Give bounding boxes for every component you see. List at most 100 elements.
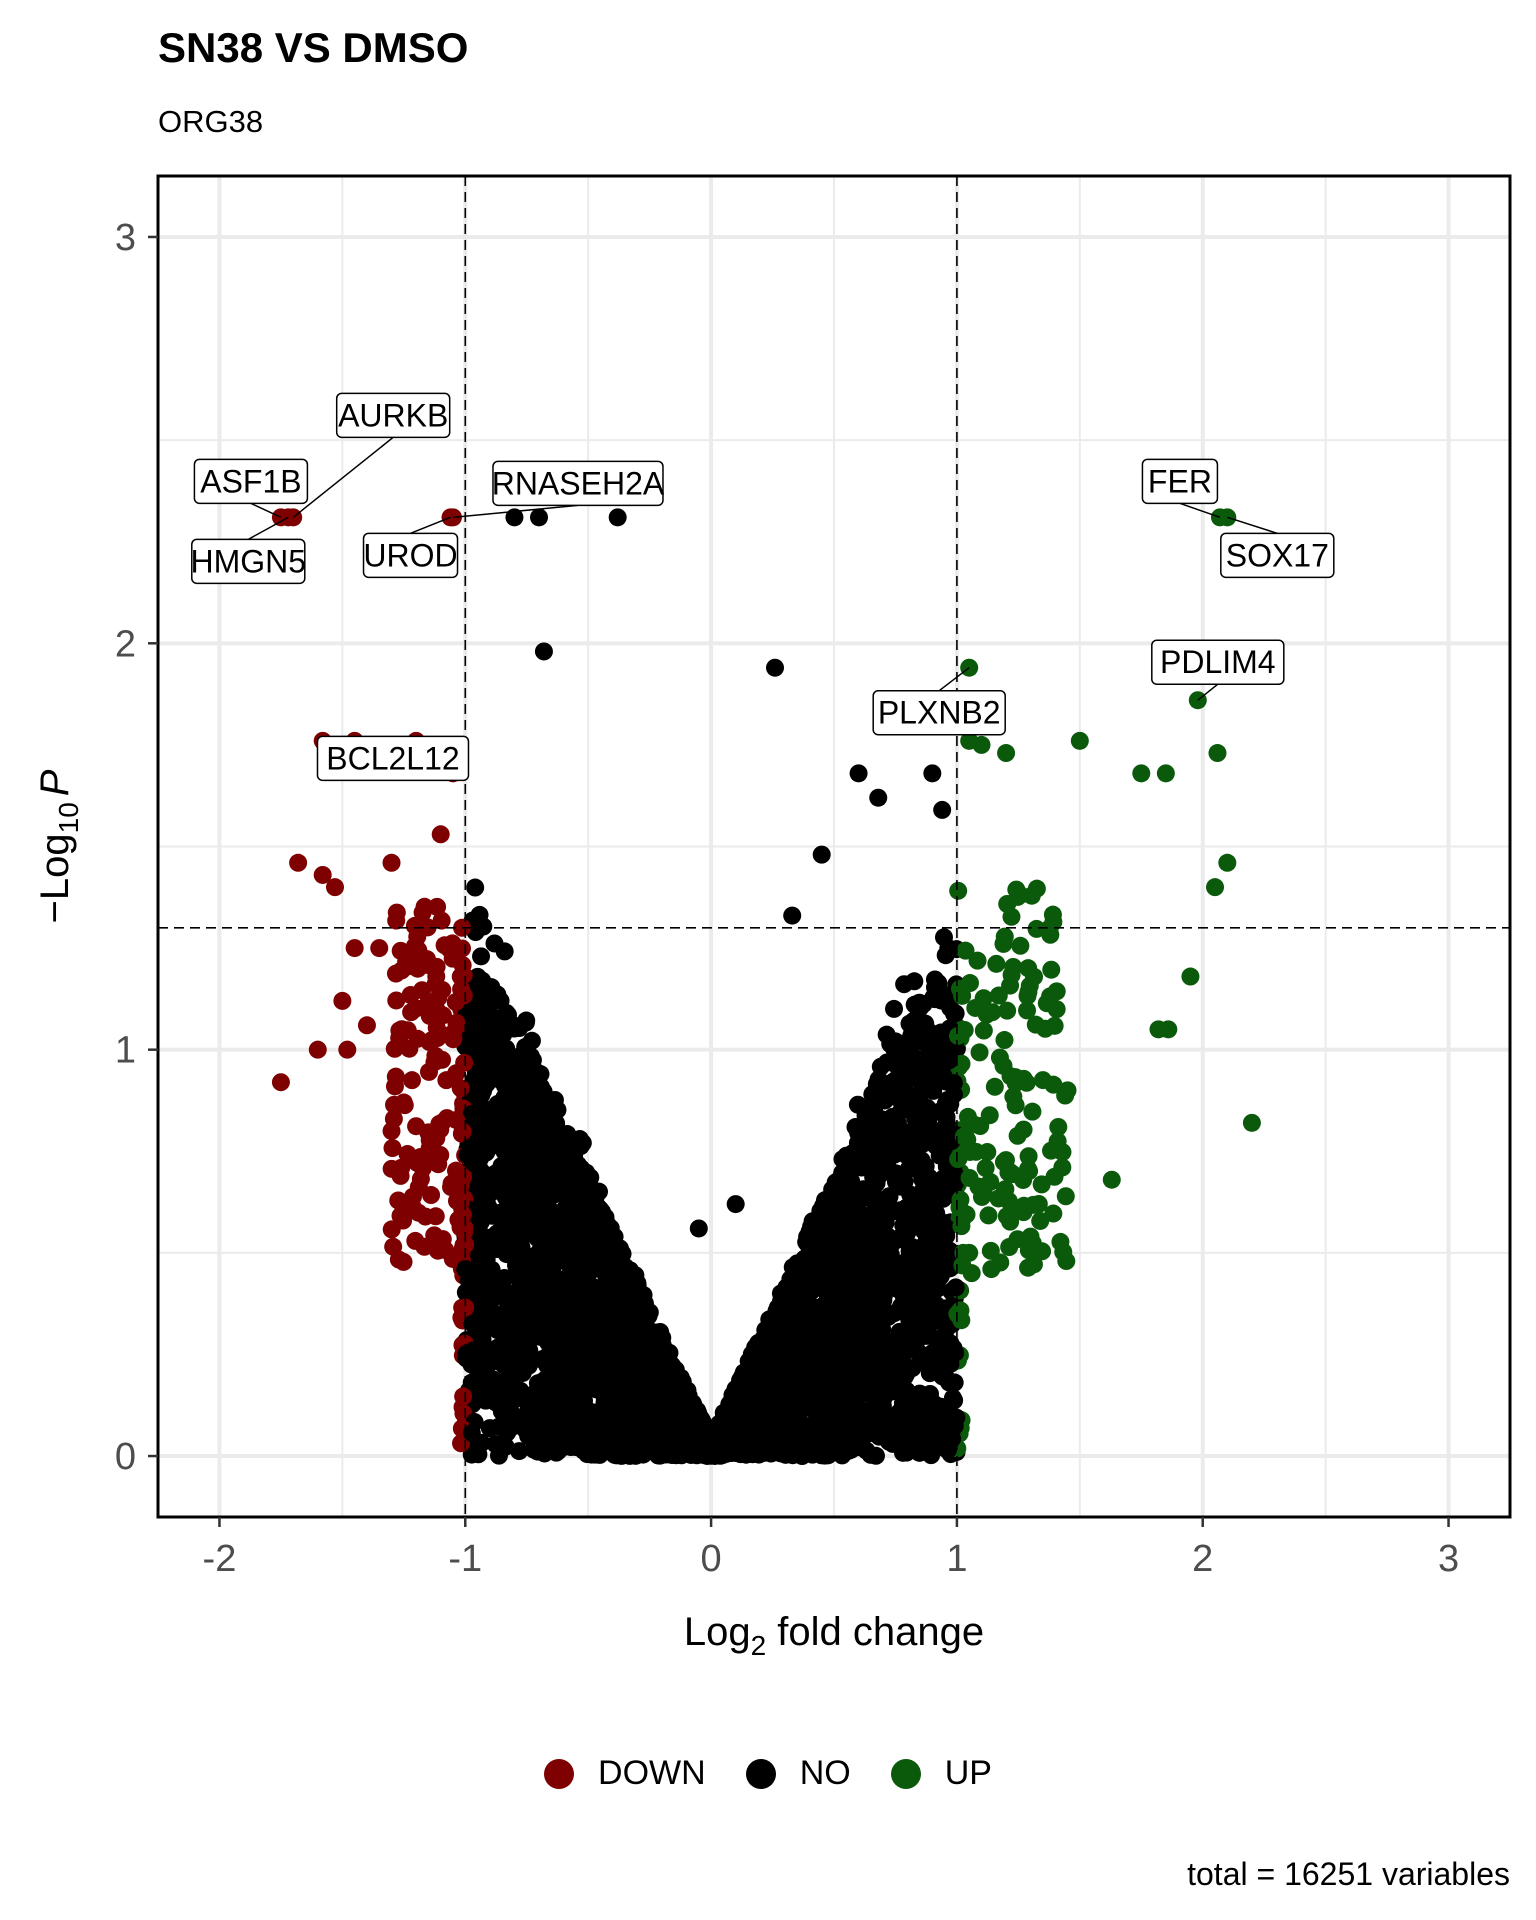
cloud-point — [503, 1015, 522, 1034]
cloud-point — [1033, 1071, 1052, 1090]
cloud-point — [974, 1021, 993, 1040]
cloud-point — [425, 993, 444, 1012]
cloud-point — [844, 1143, 863, 1162]
cloud-point — [491, 991, 510, 1010]
cloud-point — [995, 927, 1014, 946]
plot-border — [156, 174, 1512, 1519]
cloud-point — [466, 878, 485, 897]
cloud-point — [447, 1191, 466, 1210]
cloud-point — [948, 1026, 967, 1045]
cloud-point — [1026, 1015, 1045, 1034]
cloud-point — [767, 1301, 786, 1320]
cloud-point — [924, 988, 943, 1007]
cloud-point — [512, 1244, 531, 1263]
cloud-point — [931, 1436, 950, 1455]
cloud-point — [983, 1003, 1002, 1022]
label-box — [1220, 532, 1335, 579]
cloud-point — [1053, 1158, 1072, 1177]
cloud-point — [588, 1338, 607, 1357]
cloud-point — [1044, 1204, 1063, 1223]
cloud-point — [444, 1029, 463, 1048]
data-point — [689, 1219, 708, 1238]
x-tick-label: 2 — [1192, 1538, 1213, 1580]
data-point — [426, 1207, 445, 1226]
cloud-point — [456, 1283, 475, 1302]
cloud-point — [420, 1033, 439, 1052]
cloud-point — [877, 1081, 896, 1100]
cloud-point — [925, 1048, 944, 1067]
label-connector — [292, 436, 394, 518]
cloud-point — [722, 1443, 741, 1462]
cloud-point — [400, 1039, 419, 1058]
cloud-point — [618, 1444, 637, 1463]
cloud-point — [879, 1307, 898, 1326]
cloud-point — [663, 1383, 682, 1402]
cloud-point — [788, 1277, 807, 1296]
cloud-point — [544, 1412, 563, 1431]
cloud-point — [934, 928, 953, 947]
cloud-point — [516, 1091, 535, 1110]
data-point — [412, 1150, 431, 1169]
cloud-point — [545, 1290, 564, 1309]
cloud-point — [900, 1331, 919, 1350]
cloud-point — [485, 934, 504, 953]
cloud-point — [1019, 1241, 1038, 1260]
cloud-point — [800, 1250, 819, 1269]
cloud-point — [501, 1079, 520, 1098]
cloud-point — [533, 1350, 552, 1369]
cloud-point — [384, 1237, 403, 1256]
cloud-point — [474, 1299, 493, 1318]
data-point — [345, 939, 364, 958]
legend-key-down — [544, 1758, 575, 1789]
cloud-point — [456, 1235, 475, 1254]
legend-label-no: NO — [799, 1754, 851, 1792]
data-point — [1132, 764, 1151, 783]
data-point — [1206, 878, 1225, 897]
cloud-point — [878, 1227, 897, 1246]
cloud-point — [508, 1291, 527, 1310]
cloud-point — [871, 1273, 890, 1292]
label-connector — [410, 516, 451, 535]
cloud-point — [546, 1267, 565, 1286]
cloud-point — [1027, 879, 1046, 898]
cloud-point — [836, 1310, 855, 1329]
cloud-point — [583, 1410, 602, 1429]
cloud-point — [907, 1017, 926, 1036]
label-connector — [938, 667, 970, 692]
cloud-point — [801, 1348, 820, 1367]
cloud-point — [884, 1163, 903, 1182]
cloud-point — [912, 1127, 931, 1146]
cloud-point — [511, 1060, 530, 1079]
data-point — [960, 1243, 979, 1262]
cloud-point — [745, 1354, 764, 1373]
data-point — [488, 1321, 507, 1340]
cloud-point — [408, 959, 427, 978]
cloud-point — [1037, 994, 1056, 1013]
cloud-point — [1008, 887, 1027, 906]
cloud-point — [985, 1077, 1004, 1096]
data-point — [505, 508, 524, 527]
cloud-point — [517, 1421, 536, 1440]
cloud-point — [1021, 1227, 1040, 1246]
cloud-point — [471, 1263, 490, 1282]
cloud-point — [615, 1311, 634, 1330]
cloud-point — [1019, 1258, 1038, 1277]
chart-subtitle: ORG38 — [158, 104, 264, 139]
data-point — [530, 508, 549, 527]
cloud-point — [1019, 1147, 1038, 1166]
cloud-point — [846, 1118, 865, 1137]
cloud-point — [899, 1287, 918, 1306]
cloud-point — [976, 1158, 995, 1177]
cloud-point — [568, 1422, 587, 1441]
data-point — [431, 825, 450, 844]
data-point — [1159, 1020, 1178, 1039]
cloud-point — [662, 1439, 681, 1458]
cloud-point — [463, 1341, 482, 1360]
cloud-point — [443, 1249, 462, 1268]
cloud-point — [454, 966, 473, 985]
cloud-point — [840, 1372, 859, 1391]
data-point — [812, 845, 831, 864]
cloud-point — [1019, 1159, 1038, 1178]
label-box — [362, 532, 459, 579]
cloud-point — [558, 1125, 577, 1144]
